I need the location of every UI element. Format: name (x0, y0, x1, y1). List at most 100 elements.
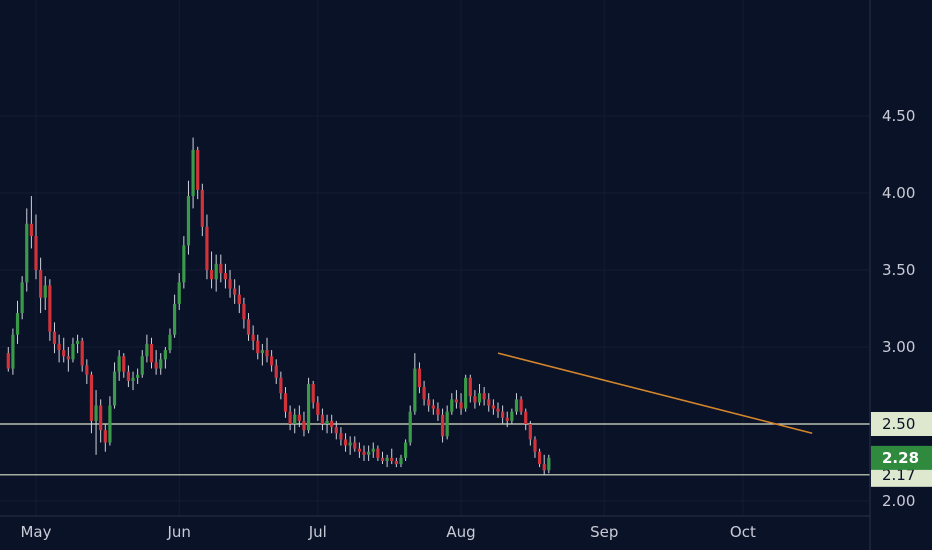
x-tick-label: Oct (730, 523, 756, 541)
level-badge-label: 2.17 (882, 466, 915, 484)
candle-down (149, 343, 154, 363)
candle-up (11, 334, 15, 369)
candle-down (209, 270, 214, 280)
candle-down (353, 442, 357, 449)
candle-down (533, 439, 537, 452)
candle-down (48, 285, 52, 332)
candle-up (117, 356, 121, 372)
candle-up (15, 313, 20, 335)
candle-down (80, 340, 84, 366)
time-axis[interactable]: May Jun Jul Aug Sep Oct (20, 523, 755, 541)
candle-down (52, 331, 57, 344)
candle-down (542, 464, 546, 471)
candle-down (200, 189, 204, 227)
candle-down (274, 365, 278, 378)
candle-up (75, 340, 80, 344)
candle-down (519, 399, 523, 412)
candle-down (66, 356, 70, 360)
candle-down (427, 399, 431, 406)
candle-down (302, 420, 306, 431)
candle-up (94, 405, 98, 421)
candle-down (431, 405, 435, 409)
candle-up (348, 442, 352, 446)
candle-up (168, 334, 172, 351)
candle-down (501, 411, 505, 418)
candle-down (334, 427, 338, 434)
candle-down (339, 433, 343, 440)
price-badges: 2.50 2.172.28 (871, 412, 932, 487)
candle-down (39, 270, 43, 298)
candle-up (514, 399, 519, 412)
x-tick-label: Jun (167, 523, 191, 541)
candle-down (219, 263, 223, 274)
candle-down (311, 383, 315, 403)
candle-down (422, 387, 426, 400)
candle-down (89, 374, 94, 421)
x-tick-label: Sep (590, 523, 618, 541)
candle-up (186, 196, 191, 246)
candle-down (228, 279, 232, 289)
candle-up (293, 414, 297, 424)
candle-down (394, 460, 398, 465)
candle-down (505, 417, 509, 421)
candle-up (371, 448, 375, 452)
candle-down (297, 414, 301, 421)
last-price-badge (871, 445, 932, 470)
candle-down (233, 288, 237, 295)
candle-down (376, 448, 380, 458)
candle-down (279, 377, 283, 394)
candle-down (85, 365, 89, 375)
candle-down (496, 408, 500, 412)
trendline[interactable] (497, 352, 813, 435)
candle-down (330, 420, 334, 428)
candle-up (25, 223, 29, 283)
plot-background (0, 0, 870, 516)
candle-down (537, 451, 542, 465)
y-tick-label: 2.00 (882, 492, 915, 510)
x-tick-label: Aug (446, 523, 475, 541)
candle-down (417, 368, 422, 388)
candle-up (131, 377, 135, 381)
candle-up (182, 245, 186, 283)
candle-down (196, 149, 200, 190)
candle-down (491, 405, 495, 409)
candle-up (367, 451, 371, 455)
candle-up (404, 442, 408, 458)
candle-down (126, 371, 130, 381)
candle-up (163, 350, 167, 360)
candle-up (547, 457, 551, 471)
candle-down (440, 414, 445, 437)
candle-up (464, 377, 468, 409)
last-price-label: 2.28 (882, 449, 919, 467)
candle-up (191, 149, 195, 197)
x-tick-label: May (20, 523, 51, 541)
horizontal-levels (0, 423, 870, 476)
candles (6, 137, 551, 475)
y-tick-label: 4.50 (882, 107, 915, 125)
candle-down (380, 457, 385, 461)
candle-up (385, 457, 389, 461)
candle-down (528, 424, 532, 440)
candle-up (445, 411, 449, 437)
candle-down (256, 340, 260, 354)
candle-up (510, 411, 514, 421)
candle-down (122, 356, 126, 372)
candle-down (357, 448, 361, 452)
candle-down (62, 350, 66, 357)
candle-up (145, 343, 149, 357)
candle-down (223, 273, 228, 280)
candle-up (177, 282, 181, 304)
level-badge (871, 412, 932, 436)
candle-up (140, 356, 144, 375)
candle-up (399, 457, 403, 465)
candle-down (468, 377, 472, 397)
candle-up (112, 371, 117, 406)
candle-down (283, 393, 288, 412)
candle-up (408, 411, 412, 443)
x-tick-label: Jul (308, 523, 327, 541)
candle-down (320, 414, 325, 424)
candle-up (173, 303, 177, 335)
candle-down (343, 439, 348, 446)
candle-down (6, 353, 10, 369)
